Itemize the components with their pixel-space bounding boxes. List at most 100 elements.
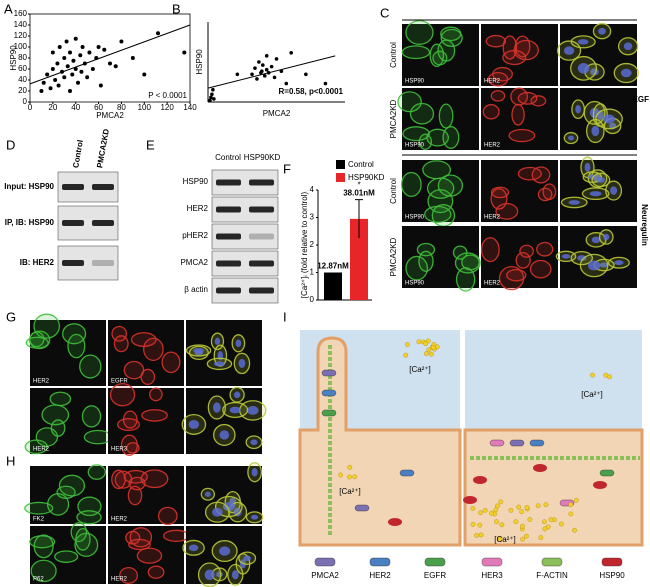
band — [249, 179, 274, 186]
point — [73, 36, 78, 41]
cell — [123, 360, 145, 380]
point — [55, 61, 60, 66]
nucleus — [584, 162, 591, 172]
point — [70, 72, 75, 77]
cell — [126, 442, 140, 454]
point — [102, 47, 107, 52]
calcium — [403, 352, 409, 358]
x-tick-label: 20 — [48, 103, 57, 112]
calcium — [603, 372, 609, 378]
cell — [438, 103, 454, 129]
cell — [122, 410, 138, 429]
band — [216, 179, 241, 186]
x-tick-label: 140 — [183, 103, 197, 112]
legend-label: HSP90 — [599, 571, 625, 580]
point — [212, 97, 216, 101]
nucleus — [250, 514, 259, 520]
micrograph — [402, 88, 479, 150]
cell — [400, 171, 422, 198]
receptor — [321, 389, 337, 397]
nucleus — [214, 337, 221, 345]
image-label: HSP90 — [405, 281, 425, 287]
point — [284, 81, 289, 86]
cell — [437, 174, 464, 197]
point — [45, 72, 50, 77]
plot-frame — [29, 13, 191, 103]
point — [57, 45, 62, 49]
nucleus — [603, 114, 615, 124]
cell — [517, 166, 542, 181]
y-tick-label: 20 — [18, 86, 27, 95]
row-label: IP, IB: HSP90 — [5, 218, 55, 227]
panel-label: D — [6, 137, 15, 152]
hsp90 — [463, 496, 477, 504]
point — [68, 50, 72, 55]
cell — [140, 469, 169, 489]
legend-swatch — [336, 173, 345, 182]
nucleus — [568, 135, 575, 141]
nucleus — [591, 236, 601, 244]
receptor — [399, 469, 415, 477]
panel-label: H — [6, 453, 15, 468]
nucleus — [231, 570, 239, 580]
cell — [111, 325, 128, 342]
calcium — [519, 509, 525, 515]
point — [50, 67, 55, 71]
point — [262, 74, 267, 78]
cell — [81, 405, 102, 428]
receptor — [489, 439, 505, 447]
calcium — [338, 472, 344, 478]
nucleus — [250, 439, 258, 446]
y-tick-label: 160 — [14, 9, 28, 18]
point — [264, 54, 269, 58]
receptor — [599, 469, 615, 477]
calcium — [498, 499, 504, 505]
receptor — [354, 504, 370, 512]
band — [62, 220, 84, 226]
cell — [536, 241, 554, 257]
point — [269, 64, 274, 69]
point — [87, 50, 92, 55]
calcium — [474, 532, 479, 538]
cell — [161, 351, 181, 374]
point — [210, 92, 214, 97]
hsp90 — [533, 464, 547, 472]
nucleus — [204, 491, 211, 497]
x-tick-label: 0 — [28, 103, 33, 112]
cell — [440, 28, 463, 47]
nucleus — [561, 254, 571, 259]
nucleus — [243, 555, 251, 561]
band — [62, 184, 84, 190]
cell — [119, 566, 139, 584]
calcium — [558, 521, 564, 527]
point — [209, 95, 213, 100]
nucleus — [577, 39, 589, 45]
error-bar — [355, 199, 363, 239]
row-label: PMCA2 — [180, 258, 208, 267]
nucleus — [614, 260, 624, 266]
cell — [442, 126, 460, 149]
point — [39, 89, 44, 93]
panel-label: I — [283, 309, 287, 324]
point — [108, 61, 112, 66]
point — [41, 80, 46, 85]
y-tick-label: 120 — [14, 31, 28, 40]
cell — [67, 333, 86, 359]
point — [274, 57, 279, 61]
cell — [33, 313, 61, 339]
cell — [24, 501, 54, 515]
y-tick-label: 0 — [23, 97, 28, 106]
panel-label: E — [146, 137, 155, 152]
y-tick-label: 60 — [18, 64, 27, 73]
calcium — [542, 519, 547, 525]
nucleus — [598, 27, 606, 35]
nucleus — [575, 105, 581, 114]
nucleus — [577, 63, 590, 74]
y-tick-label: 100 — [14, 42, 28, 51]
receptor — [509, 439, 525, 447]
calcium — [524, 533, 529, 539]
receptor — [321, 369, 337, 377]
panel-label: A — [4, 1, 13, 16]
point — [62, 75, 67, 80]
calcium — [542, 526, 548, 532]
